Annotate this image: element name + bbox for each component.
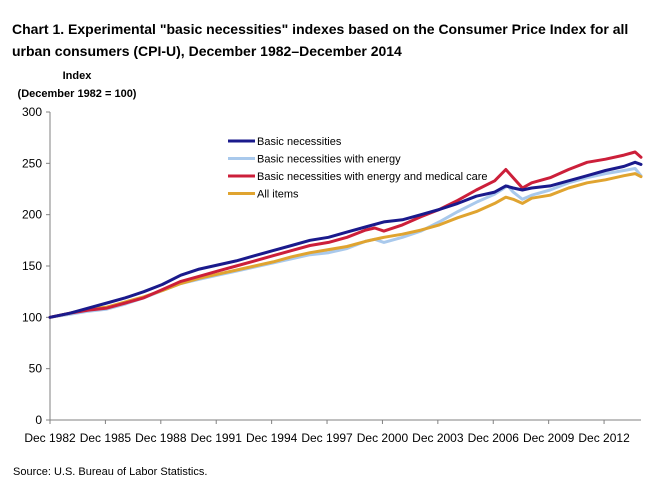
y-tick-label: 250 [22,156,42,170]
y-axis-label-line-2: (December 1982 = 100) [17,88,137,100]
series-lines [48,150,643,319]
source-note: Source: U.S. Bureau of Labor Statistics. [13,466,208,478]
x-tick-label: Dec 1994 [246,431,298,445]
x-tick-label: Dec 1985 [80,431,132,445]
chart-title: Chart 1. Experimental "basic necessities… [12,21,629,59]
y-tick-label: 150 [22,259,42,273]
y-tick-label: 0 [35,413,42,427]
x-tick-label: Dec 2009 [523,431,575,445]
y-axis-label-line-1: Index [62,70,92,82]
x-tick-label: Dec 2000 [357,431,409,445]
x-tick-label: Dec 1991 [191,431,243,445]
x-tick-label: Dec 2012 [578,431,630,445]
x-tick-label: Dec 2003 [412,431,464,445]
legend-label: Basic necessities with energy and medica… [257,171,488,183]
y-tick-label: 200 [22,208,42,222]
x-tick-label: Dec 1988 [135,431,187,445]
series-line-basic-necessities [48,160,643,319]
legend: Basic necessities Basic necessities with … [228,136,488,201]
legend-label: Basic necessities [257,136,342,148]
x-tick-label: Dec 1982 [24,431,76,445]
series-line-basic-necessities-with-energy-and-medical-care [48,150,643,319]
x-tick-label: Dec 2006 [468,431,520,445]
y-tick-label: 100 [22,310,42,324]
y-tick-label: 50 [29,362,43,376]
legend-label: Basic necessities with energy [257,154,401,166]
series-line-all-items [48,172,643,319]
x-tick-label: Dec 1997 [301,431,353,445]
legend-label: All items [257,189,299,201]
y-tick-label: 300 [22,105,42,119]
y-axis-label: Index (December 1982 = 100) [12,67,142,103]
